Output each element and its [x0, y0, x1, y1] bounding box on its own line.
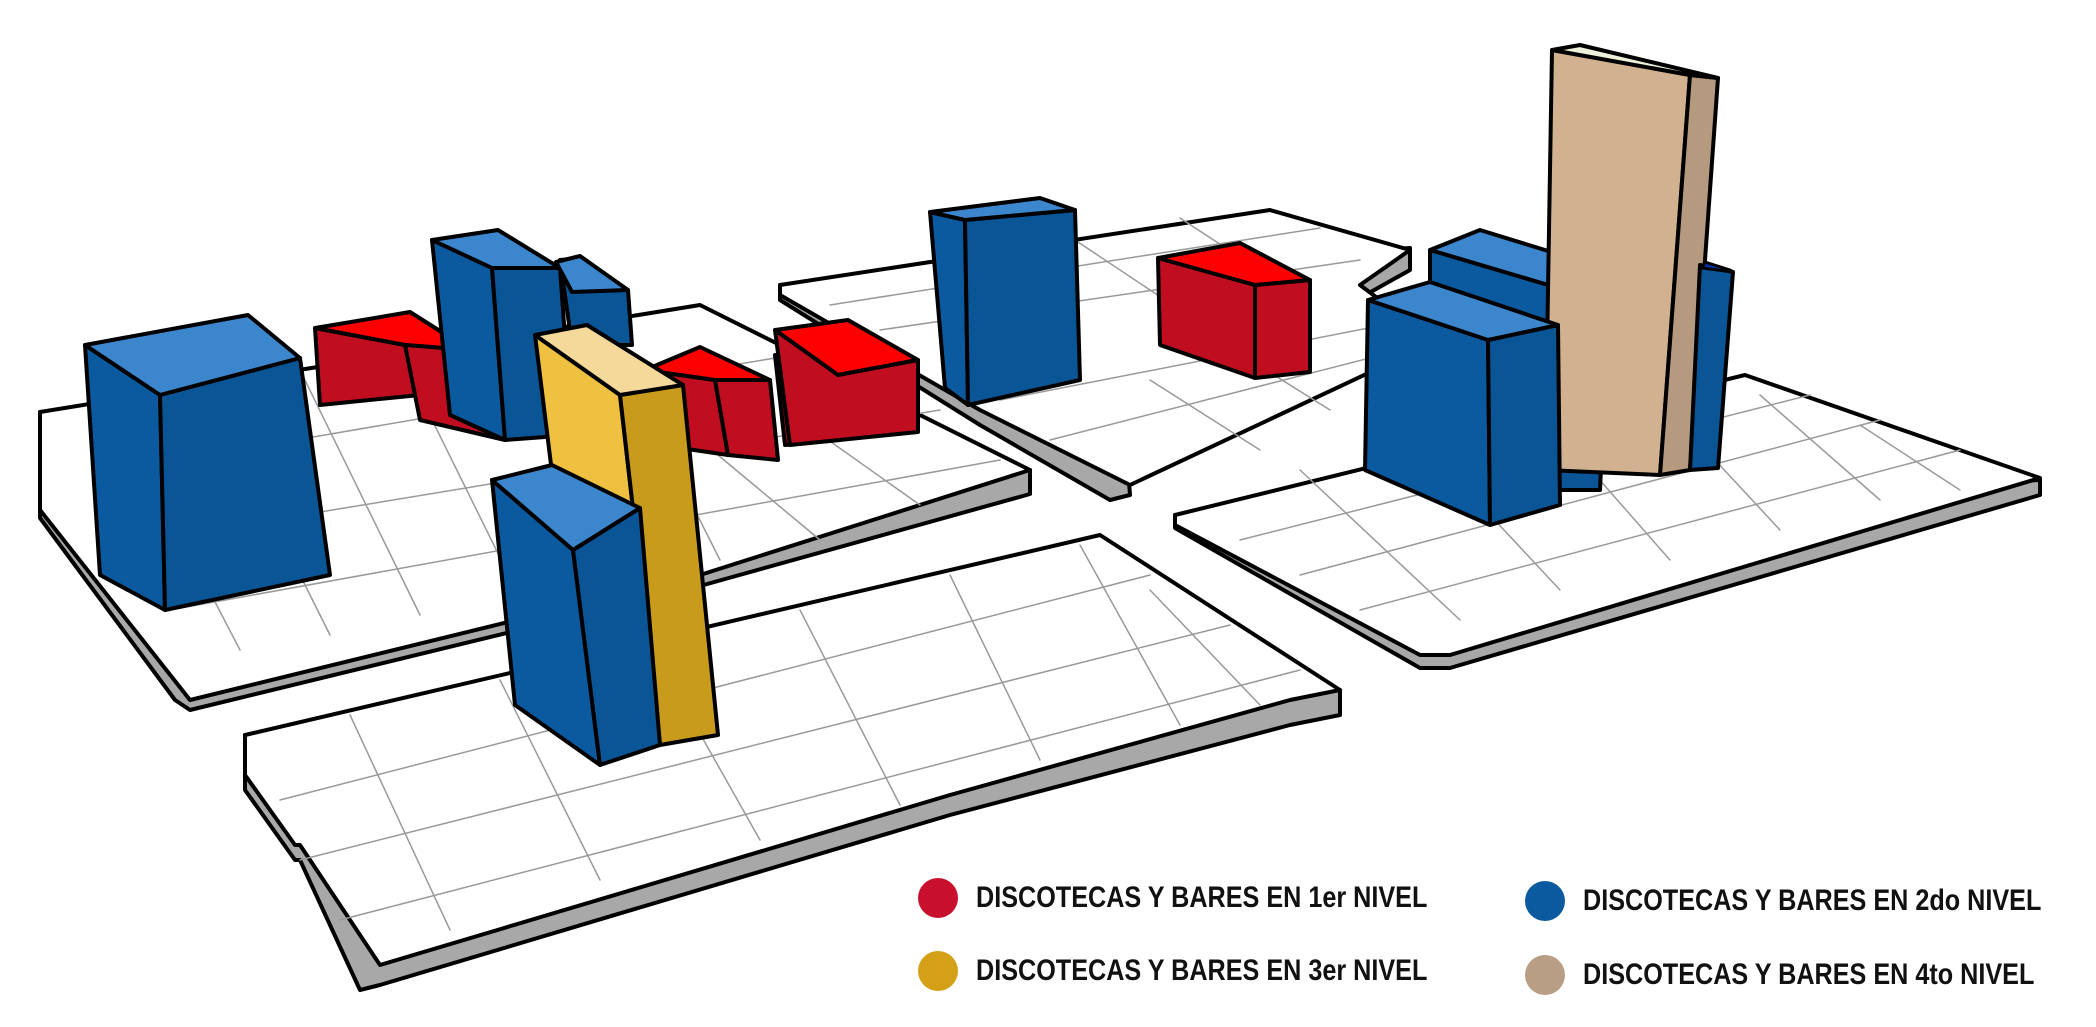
legend-dot-yellow-icon [918, 951, 958, 991]
building-beige-tower [1543, 43, 1720, 477]
building-blue-right-slim [1688, 260, 1735, 472]
legend-dot-red-icon [918, 878, 958, 918]
building-red-center [773, 318, 920, 447]
legend-label-level1: DISCOTECAS Y BARES EN 1er NIVEL [976, 881, 1428, 914]
city-block-front [243, 533, 1342, 992]
legend-label-level3: DISCOTECAS Y BARES EN 3er NIVEL [976, 954, 1428, 987]
legend-dot-beige-icon [1525, 955, 1565, 995]
legend-item-level2: DISCOTECAS Y BARES EN 2do NIVEL [1525, 881, 2096, 921]
legend-label-level4: DISCOTECAS Y BARES EN 4to NIVEL [1583, 958, 2035, 991]
building-blue-large-left [83, 313, 332, 612]
building-blue-right-front [1363, 280, 1562, 527]
legend-label-level2: DISCOTECAS Y BARES EN 2do NIVEL [1583, 884, 2042, 917]
legend-dot-blue-icon [1525, 881, 1565, 921]
building-blue-back-center [928, 196, 1082, 407]
city-block-right [1173, 373, 2042, 670]
legend-item-level3: DISCOTECAS Y BARES EN 3er NIVEL [918, 951, 1513, 991]
building-blue-front [490, 463, 662, 767]
legend-item-level1: DISCOTECAS Y BARES EN 1er NIVEL [918, 878, 1513, 918]
legend-item-level4: DISCOTECAS Y BARES EN 4to NIVEL [1525, 955, 2096, 995]
building-red-back-center [1156, 241, 1312, 380]
